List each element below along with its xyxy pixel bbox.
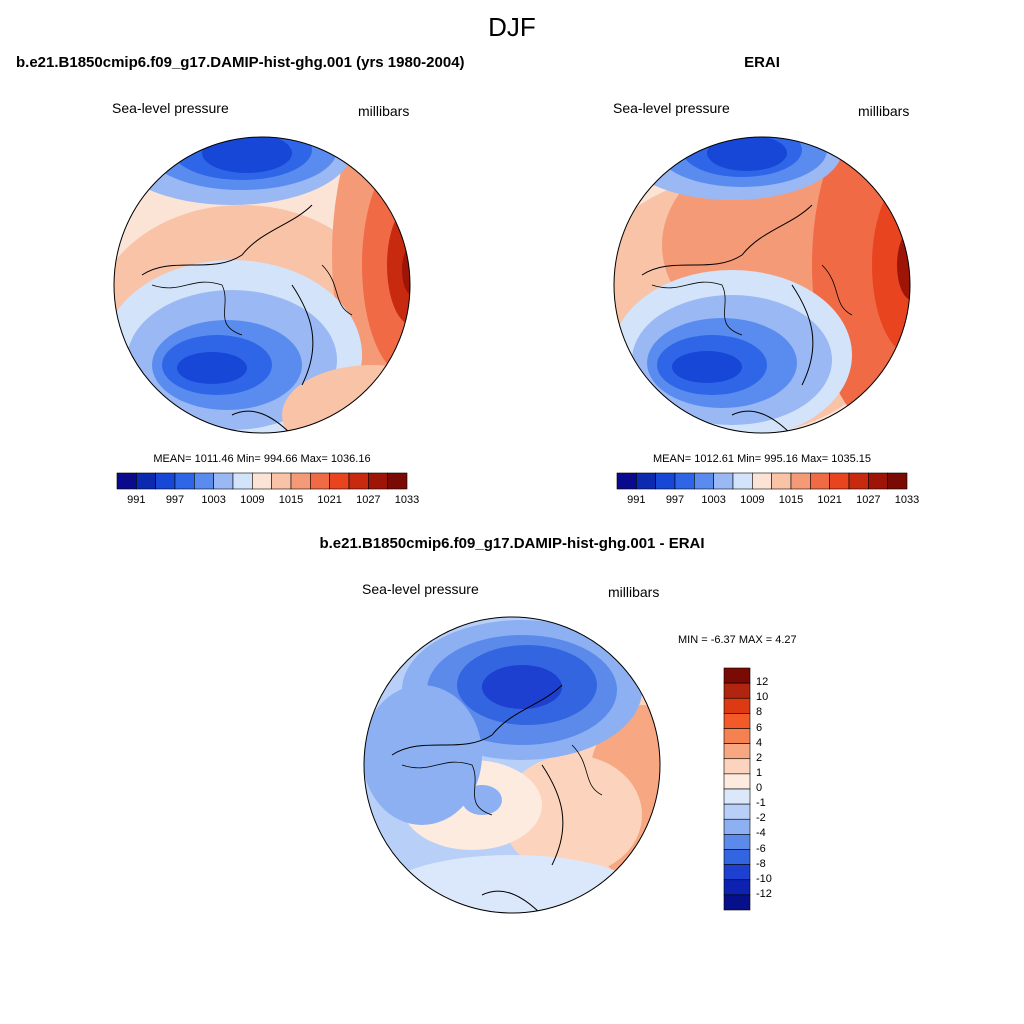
- colorbar-swatch: [771, 472, 792, 490]
- panel-2-units-label: millibars: [858, 103, 910, 119]
- panel-3-title: b.e21.B1850cmip6.f09_g17.DAMIP-hist-ghg.…: [319, 535, 705, 552]
- colorbar-swatch: [368, 472, 388, 490]
- colorbar-swatch: [213, 472, 234, 490]
- colorbar-swatch: [723, 667, 751, 684]
- colorbar-swatch: [887, 472, 908, 490]
- colorbar-swatch: [723, 894, 751, 911]
- colorbar-swatch: [232, 472, 253, 490]
- colorbar-swatch: [713, 472, 734, 490]
- colorbar-swatch: [723, 743, 751, 760]
- panel-1-units-label: millibars: [358, 103, 410, 119]
- colorbar-tick-label: 997: [665, 494, 685, 506]
- colorbar-swatch: [329, 472, 350, 490]
- colorbar-swatch: [723, 879, 751, 896]
- colorbar-swatch: [723, 818, 751, 835]
- panel-1-colorbar-ticks: 991 997 1003 1009 1015 1021 1027 1033: [117, 494, 419, 508]
- colorbar-swatch: [732, 472, 753, 490]
- colorbar-tick-label: 1: [756, 766, 763, 779]
- colorbar-swatch: [723, 773, 751, 790]
- colorbar-tick-label: 1003: [201, 494, 226, 506]
- colorbar-swatch: [290, 472, 311, 490]
- colorbar-tick-label: 1009: [740, 494, 765, 506]
- colorbar-tick-label: 1027: [856, 494, 881, 506]
- colorbar-swatch: [387, 472, 408, 490]
- colorbar-swatch: [829, 472, 850, 490]
- colorbar-swatch: [252, 472, 272, 490]
- colorbar-swatch: [655, 472, 676, 490]
- colorbar-swatch: [868, 472, 888, 490]
- colorbar-swatch: [616, 472, 637, 490]
- colorbar-swatch: [674, 472, 695, 490]
- colorbar-tick-label: -10: [756, 872, 772, 885]
- panel-2-colorbar-ticks: 991 997 1003 1009 1015 1021 1027 1033: [617, 494, 919, 508]
- panel-1-variable-label: Sea-level pressure: [112, 100, 229, 116]
- colorbar-swatch: [723, 849, 751, 865]
- colorbar-tick-label: 1033: [894, 494, 920, 506]
- colorbar-tick-label: 1015: [778, 494, 804, 506]
- colorbar-tick-label: -6: [756, 842, 766, 855]
- colorbar-tick-label: -12: [756, 887, 772, 900]
- colorbar-swatch: [790, 472, 811, 490]
- colorbar-tick-label: -8: [756, 857, 766, 870]
- panel-3-stats: MIN = -6.37 MAX = 4.27: [678, 634, 797, 646]
- colorbar-tick-label: 997: [165, 494, 185, 506]
- colorbar-swatch: [723, 682, 751, 699]
- colorbar-swatch: [848, 472, 869, 490]
- colorbar-swatch: [194, 472, 214, 490]
- colorbar-tick-label: 1021: [817, 494, 842, 506]
- panel-3-variable-label: Sea-level pressure: [362, 581, 479, 597]
- colorbar-swatch: [636, 472, 656, 490]
- colorbar-swatch: [723, 758, 751, 775]
- panel-2-stats: MEAN= 1012.61 Min= 995.16 Max= 1035.15: [652, 453, 871, 465]
- colorbar-tick-label: -2: [756, 812, 766, 825]
- colorbar-tick-label: 1027: [356, 494, 381, 506]
- colorbar-tick-label: 991: [627, 494, 646, 506]
- colorbar-tick-label: 12: [756, 676, 769, 689]
- panel-1-title: b.e21.B1850cmip6.f09_g17.DAMIP-hist-ghg.…: [16, 54, 465, 71]
- colorbar-swatch: [271, 472, 292, 490]
- colorbar-swatch: [723, 834, 751, 850]
- panel-3-polar-map: [363, 616, 661, 914]
- colorbar-swatch: [723, 788, 751, 805]
- colorbar-swatch: [310, 472, 330, 490]
- colorbar-swatch: [348, 472, 369, 490]
- colorbar-tick-label: 8: [756, 706, 763, 719]
- colorbar-tick-label: 1033: [394, 494, 420, 506]
- panel-3-colorbar-ticks: 12 10 8 6 4 2 1 0 -1 -2 -4 -6 -8 -10 -12: [756, 668, 796, 910]
- colorbar-tick-label: 1009: [240, 494, 265, 506]
- colorbar-tick-label: 4: [756, 736, 763, 749]
- colorbar-swatch: [810, 472, 830, 490]
- colorbar-swatch: [136, 472, 156, 490]
- colorbar-swatch: [723, 697, 751, 714]
- colorbar-swatch: [116, 472, 137, 490]
- panel-1-colorbar: [116, 472, 408, 490]
- colorbar-tick-label: -4: [756, 827, 766, 840]
- colorbar-swatch: [723, 728, 751, 744]
- panel-2-polar-map: [613, 136, 911, 434]
- colorbar-tick-label: 0: [756, 782, 763, 794]
- colorbar-tick-label: 10: [756, 691, 769, 704]
- panel-3-colorbar: [723, 667, 751, 911]
- panel-1-stats: MEAN= 1011.46 Min= 994.66 Max= 1036.16: [153, 453, 371, 465]
- colorbar-tick-label: 1003: [701, 494, 726, 506]
- colorbar-tick-label: 1015: [278, 494, 304, 506]
- panel-1-polar-map: [113, 136, 411, 434]
- colorbar-swatch: [752, 472, 772, 490]
- colorbar-swatch: [723, 803, 751, 820]
- figure-title: DJF: [488, 12, 536, 42]
- colorbar-swatch: [174, 472, 195, 490]
- panel-2-variable-label: Sea-level pressure: [613, 100, 730, 116]
- colorbar-swatch: [723, 864, 751, 881]
- colorbar-tick-label: 6: [756, 721, 763, 734]
- panel-3-units-label: millibars: [608, 584, 660, 600]
- colorbar-tick-label: 1021: [317, 494, 342, 506]
- colorbar-swatch: [723, 713, 751, 729]
- colorbar-tick-label: -1: [756, 797, 766, 810]
- panel-2-title: ERAI: [744, 54, 780, 71]
- colorbar-swatch: [694, 472, 714, 490]
- panel-2-colorbar: [616, 472, 908, 490]
- colorbar-tick-label: 2: [756, 751, 763, 764]
- colorbar-swatch: [155, 472, 176, 490]
- colorbar-tick-label: 991: [127, 494, 146, 506]
